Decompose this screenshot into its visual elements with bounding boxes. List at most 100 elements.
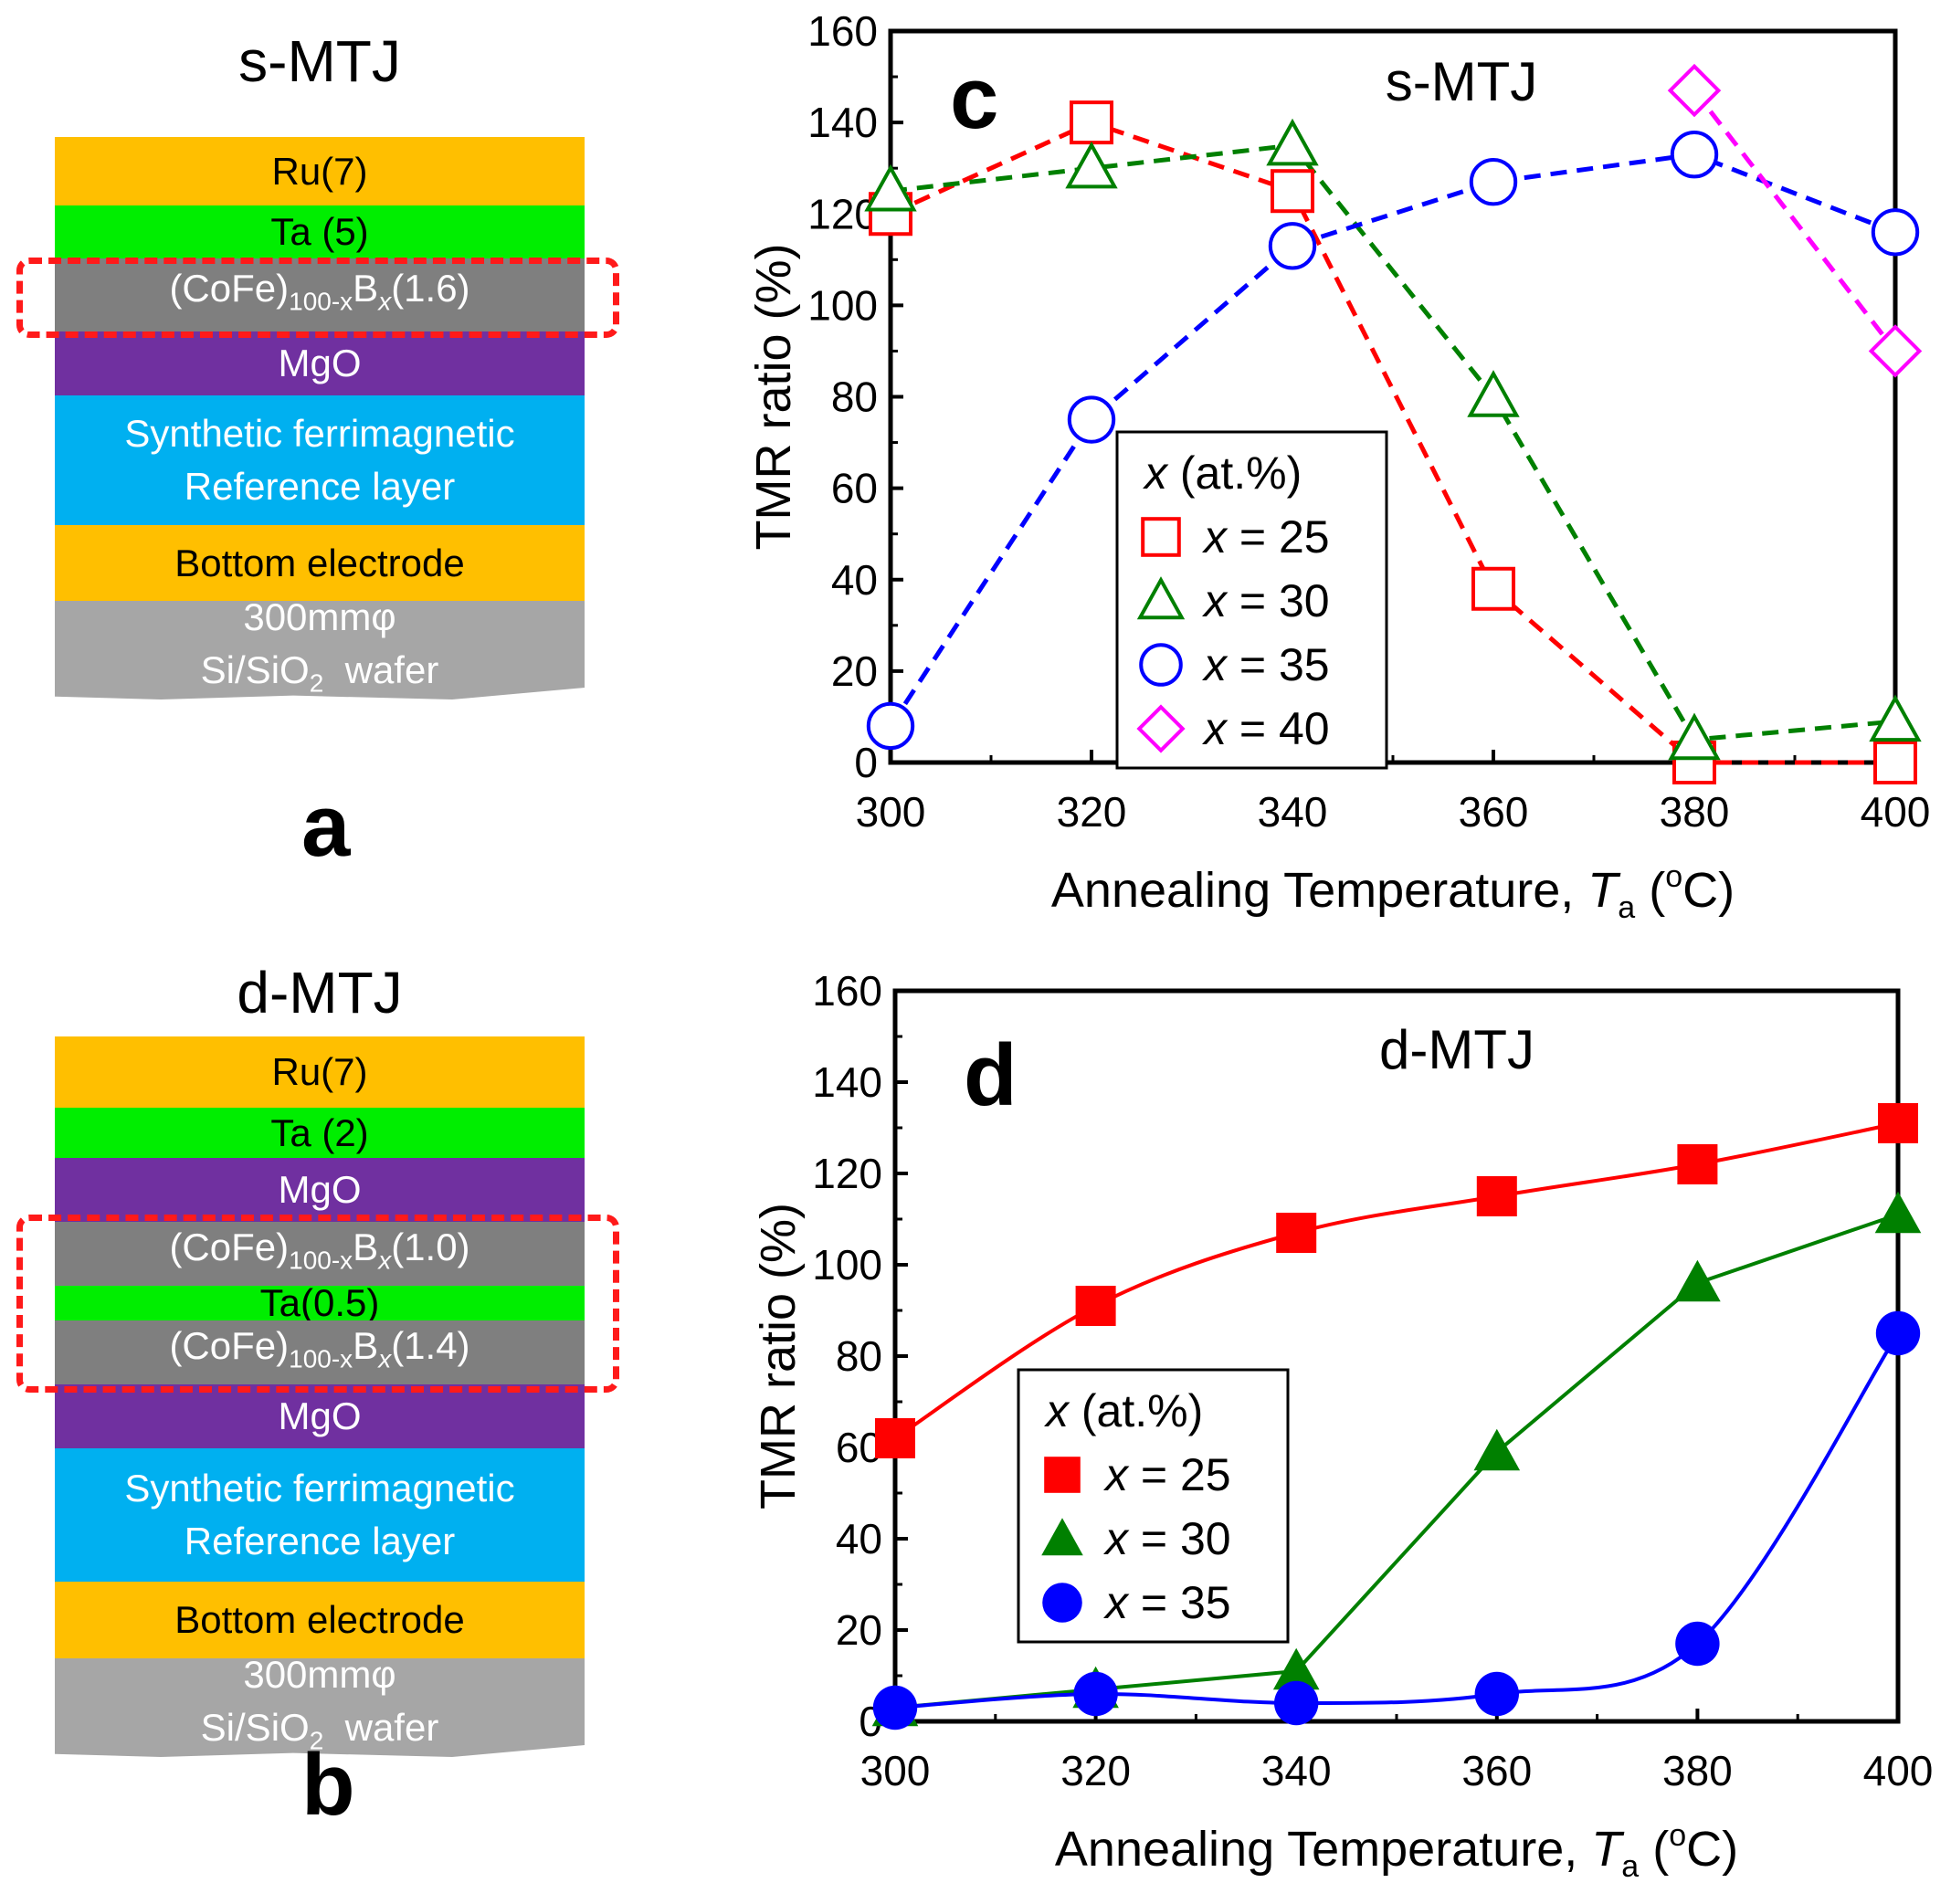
chart-d-ytick-label-7: 140 bbox=[812, 1058, 882, 1106]
stack-a-layer-6: 300mmφ Si/SiO2 wafer bbox=[55, 601, 585, 700]
chart-d-legend-title-rest: (at.%) bbox=[1069, 1385, 1203, 1436]
chart-d-xlabel-var: T bbox=[1591, 1822, 1625, 1877]
chart-c-frame bbox=[888, 28, 1898, 765]
chart-c-series-1-point-4 bbox=[1668, 712, 1721, 761]
stack-b-layer-0-label: Ru(7) bbox=[271, 1050, 368, 1093]
chart-d-title: d-MTJ bbox=[1379, 1019, 1534, 1080]
chart-c-series-0-line bbox=[889, 120, 1895, 765]
chart-c-series-1-point-3 bbox=[1467, 370, 1520, 417]
chart-c-legend-label-0: x = 25 bbox=[1202, 511, 1330, 563]
chart-c-series-0-point-1 bbox=[1070, 100, 1113, 145]
chart-d-series-1-point-5 bbox=[1874, 1191, 1922, 1234]
stack-a-layer-3-label: MgO bbox=[278, 342, 362, 384]
chart-c-xlabel-var: T bbox=[1587, 863, 1621, 918]
chart-d-legend-label-2-var: x bbox=[1103, 1577, 1130, 1628]
stack-b-layer-7: Synthetic ferrimagnetic Reference layer bbox=[55, 1448, 585, 1582]
chart-c-series-2-point-1 bbox=[1067, 395, 1116, 444]
chart-d-series-2-point-5 bbox=[1875, 1310, 1921, 1356]
chart-c-xtick-label-3: 360 bbox=[1459, 788, 1529, 836]
panel-label-d: d bbox=[964, 1026, 1018, 1124]
chart-c-series-3-point-1 bbox=[1868, 324, 1923, 378]
chart-d-xlabel-close: C) bbox=[1686, 1822, 1738, 1877]
chart-c-ytick-label-0: 0 bbox=[854, 739, 878, 786]
chart-d-xlabel: Annealing Temperature, Ta (oC) bbox=[1055, 1818, 1738, 1884]
stack-a-layer-1: Ta (5) bbox=[55, 205, 585, 258]
chart-d-series-1-point-3 bbox=[1473, 1428, 1521, 1471]
chart-d-xtick-label-5: 400 bbox=[1863, 1747, 1934, 1794]
stack-a-layer-4: Synthetic ferrimagnetic Reference layer bbox=[55, 395, 585, 525]
chart-c-legend-label-3-var: x bbox=[1202, 703, 1229, 754]
chart-d-series-2-point-1 bbox=[1073, 1671, 1118, 1717]
chart-d-legend-label-2: x = 35 bbox=[1103, 1577, 1231, 1628]
stack-b-layer-9-label2: Si/SiO2 wafer bbox=[200, 1705, 439, 1755]
chart-d-series-2-point-0 bbox=[872, 1685, 918, 1730]
chart-c-xlabel: Annealing Temperature, Ta (oC) bbox=[1051, 859, 1735, 925]
stack-a-layer-2-label: (CoFe)100-xBx(1.6) bbox=[169, 266, 470, 316]
stack-b-layer-6: MgO bbox=[55, 1384, 585, 1448]
stack-a-layer-6-label2: Si/SiO2 wafer bbox=[200, 647, 439, 698]
chart-c-legend-marker-3 bbox=[1136, 704, 1186, 753]
chart-c-xlabel-sup: o bbox=[1665, 859, 1682, 894]
chart-d-series-0-point-5 bbox=[1878, 1103, 1918, 1143]
chart-c-legend-marker-1 bbox=[1136, 576, 1186, 620]
chart-d-legend-title-var: x bbox=[1044, 1385, 1070, 1436]
chart-c-legend-title-rest: (at.%) bbox=[1167, 447, 1302, 499]
chart-c-xlabel-open: ( bbox=[1635, 863, 1665, 918]
chart-d-ytick-label-8: 160 bbox=[812, 967, 882, 1015]
chart-c-xtick-label-0: 300 bbox=[856, 788, 926, 836]
chart-c-series-3-point-0 bbox=[1667, 63, 1722, 118]
stack-b-layer-3: (CoFe)100-xBx(1.0) bbox=[55, 1222, 585, 1286]
chart-c-legend-label-2-rest: = 35 bbox=[1227, 639, 1330, 690]
stack-a-layer-4-label: Synthetic ferrimagnetic bbox=[124, 412, 515, 455]
stack-b-layer-9: 300mmφ Si/SiO2 wafer bbox=[55, 1658, 585, 1757]
panel-label-b: b bbox=[301, 1736, 355, 1834]
chart-d-series-0-point-1 bbox=[1075, 1286, 1116, 1326]
chart-c-series-1-point-2 bbox=[1266, 118, 1319, 166]
chart-c-series-2-point-5 bbox=[1871, 208, 1920, 257]
stack-a-layer-3: MgO bbox=[55, 331, 585, 395]
chart-d-xtick-label-1: 320 bbox=[1060, 1747, 1131, 1794]
stack-b-layer-0: Ru(7) bbox=[55, 1036, 585, 1108]
chart-d-ytick-label-5: 100 bbox=[812, 1241, 882, 1289]
stack-a-highlight-box bbox=[16, 258, 619, 338]
chart-c: 0 20 40 60 80 100 120 140 160 300 320 340 360 380 400 A… bbox=[746, 7, 1931, 925]
chart-d-legend-label-1-rest: = 30 bbox=[1128, 1513, 1231, 1564]
stack-a-layer-2: (CoFe)100-xBx(1.6) bbox=[55, 258, 585, 331]
panel-label-a: a bbox=[301, 777, 351, 875]
chart-c-legend-label-0-var: x bbox=[1202, 511, 1229, 563]
chart-d-ytick-label-1: 20 bbox=[836, 1606, 882, 1654]
chart-d-xlabel-sup: o bbox=[1669, 1818, 1686, 1853]
chart-c-legend-label-0-rest: = 25 bbox=[1227, 511, 1330, 563]
stack-b-layer-7-label2: Reference layer bbox=[184, 1520, 456, 1562]
stack-a-layer-5: Bottom electrode bbox=[55, 525, 585, 601]
chart-c-series-2-point-2 bbox=[1268, 222, 1317, 270]
chart-c-series-1-point-0 bbox=[864, 163, 917, 212]
stack-b-layer-6-label: MgO bbox=[278, 1394, 362, 1437]
chart-d-legend-label-0: x = 25 bbox=[1103, 1449, 1231, 1500]
chart-c-ytick-label-6: 120 bbox=[807, 190, 878, 237]
stack-b-layer-2-label: MgO bbox=[278, 1168, 362, 1211]
chart-c-xtick-label-5: 400 bbox=[1861, 788, 1931, 836]
chart-c-series-2-point-0 bbox=[866, 701, 915, 751]
chart-c-legend-marker-0 bbox=[1141, 517, 1181, 557]
chart-d-series-0-point-0 bbox=[875, 1418, 915, 1458]
chart-c-series-1-point-1 bbox=[1065, 141, 1118, 189]
chart-c-xlabel-text: Annealing Temperature, bbox=[1051, 863, 1587, 918]
chart-c-series-3-line bbox=[1693, 89, 1897, 352]
chart-d-series-0-point-2 bbox=[1276, 1213, 1317, 1253]
stack-b-layer-5: (CoFe)100-xBx(1.4) bbox=[55, 1320, 585, 1384]
chart-d-legend-title: x (at.%) bbox=[1044, 1385, 1203, 1436]
chart-d-legend-label-0-rest: = 25 bbox=[1128, 1449, 1231, 1500]
chart-d-ytick-label-4: 80 bbox=[836, 1332, 882, 1380]
stack-b-layer-2: MgO bbox=[55, 1158, 585, 1222]
chart-d-ytick-label-2: 40 bbox=[836, 1515, 882, 1562]
chart-c-legend-label-1: x = 30 bbox=[1202, 575, 1330, 626]
chart-c-legend-label-2-var: x bbox=[1202, 639, 1229, 690]
chart-d-legend-marker-1 bbox=[1041, 1518, 1083, 1556]
chart-c-legend-label-1-rest: = 30 bbox=[1227, 575, 1330, 626]
chart-c-ytick-label-1: 20 bbox=[831, 647, 878, 695]
stack-b-layer-8: Bottom electrode bbox=[55, 1582, 585, 1658]
stack-b-layer-4: Ta(0.5) bbox=[55, 1281, 585, 1324]
chart-c-series-2-point-4 bbox=[1670, 130, 1719, 179]
